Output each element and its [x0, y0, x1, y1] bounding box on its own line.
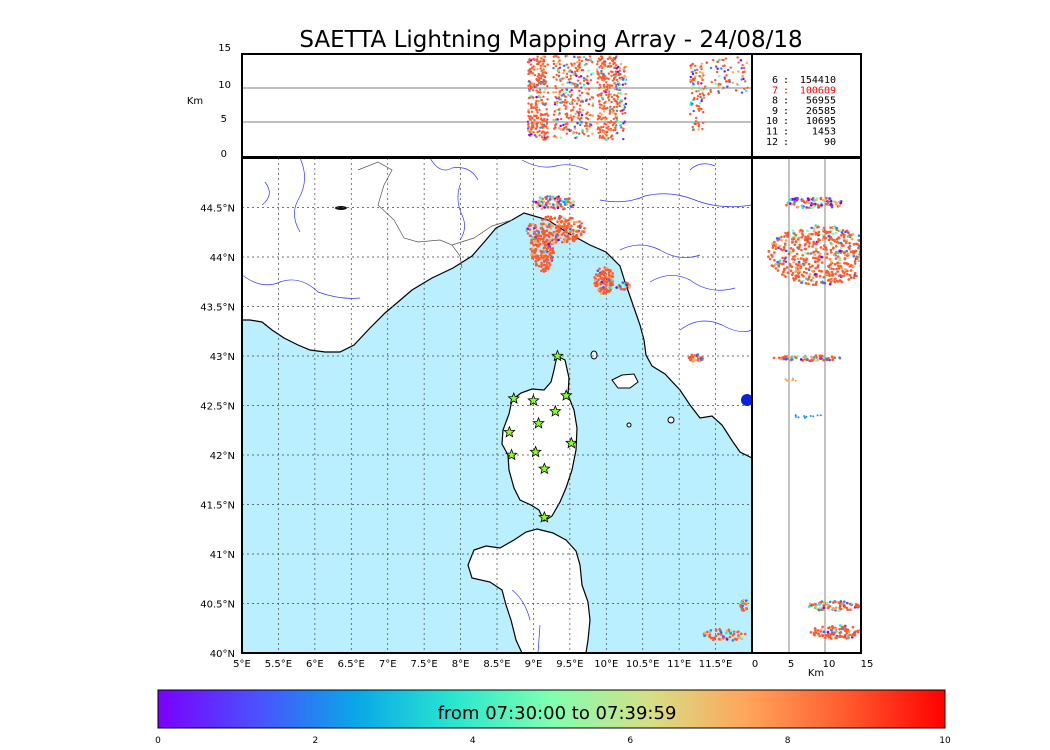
capraia-island: [590, 350, 598, 360]
station-marker: [549, 404, 562, 417]
stat-count: 26585: [806, 106, 836, 117]
stat-separator: :: [783, 96, 789, 107]
side-xtick: 0: [752, 659, 758, 670]
map-ytick: 41.5°N: [200, 501, 235, 512]
map-ytick: 43°N: [210, 352, 235, 363]
colorbar-tick: 0: [155, 736, 161, 746]
giglio-island: [667, 416, 675, 424]
map-sources: [525, 195, 749, 642]
map-ytick: 42.5°N: [200, 402, 235, 413]
station-marker: [505, 448, 518, 461]
stat-separator: :: [783, 106, 789, 117]
map-gridlines: [242, 158, 752, 653]
side-xtick: 5: [788, 659, 794, 670]
side-xtick: 10: [823, 659, 836, 670]
map-ytick: 44.5°N: [200, 204, 235, 215]
station-marker: [503, 425, 516, 438]
stat-count: 10695: [806, 116, 836, 127]
stat-separator: :: [783, 75, 789, 86]
stat-count: 100609: [800, 85, 836, 96]
colorbar-caption: from 07:30:00 to 07:39:59: [438, 703, 677, 724]
altitude-ylabel: Km: [187, 96, 203, 107]
map-xtick: 9.5°E: [556, 659, 583, 670]
map-ytick: 42°N: [210, 451, 235, 462]
altitude-panel: Km 15 10 5 0: [187, 43, 753, 160]
altitude-ytick: 0: [221, 149, 227, 160]
map-ytick: 41°N: [210, 550, 235, 561]
map-xtick: 5.5°E: [265, 659, 292, 670]
altitude-ytick: 15: [218, 43, 231, 54]
map-xtick: 7.5°E: [411, 659, 438, 670]
stat-level: 8: [772, 96, 778, 107]
colorbar-gradient: [157, 689, 946, 729]
elba-island: [611, 373, 639, 389]
stat-count: 154410: [800, 75, 836, 86]
map-xtick: 6.5°E: [338, 659, 365, 670]
stat-level: 9: [772, 106, 778, 117]
stat-level: 11: [766, 127, 778, 138]
station-marker: [538, 462, 551, 475]
stations: [503, 349, 578, 523]
altitude-ytick: 10: [218, 80, 231, 91]
stats-box: 6:1544107:1006098:569559:2658510:1069511…: [751, 53, 862, 158]
map-xtick: 10°E: [594, 659, 618, 670]
altitude-sources: [526, 54, 749, 141]
stat-level: 6: [772, 75, 778, 86]
map-xtick: 8°E: [452, 659, 470, 670]
station-marker: [527, 394, 540, 406]
side-xtick: 15: [861, 659, 874, 670]
stat-count: 56955: [806, 96, 836, 107]
station-marker: [507, 392, 521, 404]
lake-small: [335, 206, 347, 210]
borders: [357, 161, 513, 269]
side-xlabel: Km: [808, 668, 824, 679]
stat-level: 7: [772, 85, 778, 96]
rivers: [242, 158, 752, 653]
colorbar: from 07:30:00 to 07:39:59 0 2 4 6 8 10: [155, 689, 951, 746]
station-marker: [538, 510, 551, 523]
map-ytick: 44°N: [210, 253, 235, 264]
map-xtick: 11°E: [667, 659, 691, 670]
map-xtick: 10.5°E: [626, 659, 660, 670]
station-marker: [551, 349, 564, 362]
side-sources: [767, 196, 861, 640]
corsica: [501, 355, 578, 522]
map-xtick: 9°E: [525, 659, 543, 670]
stat-separator: :: [783, 116, 789, 127]
map-panel: 5°E 5.5°E 6°E 6.5°E 7°E 7.5°E 8°E 8.5°E 9°E 9.5°E…: [200, 157, 753, 670]
stat-separator: :: [783, 137, 789, 148]
montecristo-island: [626, 422, 632, 428]
station-marker: [532, 416, 545, 429]
station-marker: [559, 388, 573, 401]
stat-count: 1453: [812, 127, 836, 138]
map-ytick: 43.5°N: [200, 303, 235, 314]
colorbar-tick: 10: [939, 736, 951, 746]
stat-separator: :: [783, 127, 789, 138]
station-marker: [529, 445, 542, 458]
stat-count: 90: [824, 137, 836, 148]
map-xtick: 5°E: [233, 659, 251, 670]
sardinia: [467, 528, 591, 653]
stat-separator: :: [783, 85, 789, 96]
mainland: [242, 158, 752, 459]
colorbar-tick: 6: [627, 736, 633, 746]
stat-level: 10: [766, 116, 778, 127]
stat-level: 12: [766, 137, 778, 148]
colorbar-tick: 2: [313, 736, 319, 746]
map-xtick: 11.5°E: [699, 659, 733, 670]
map-xtick: 8.5°E: [483, 659, 510, 670]
colorbar-tick: 8: [785, 736, 791, 746]
altitude-ytick: 5: [221, 114, 227, 125]
colorbar-tick: 4: [470, 736, 476, 746]
side-panel: 0 5 10 15 Km: [751, 157, 874, 679]
map-ytick: 40.5°N: [200, 600, 235, 611]
lake: [741, 394, 752, 406]
station-marker: [565, 436, 578, 449]
figure-title: SAETTA Lightning Mapping Array - 24/08/1…: [299, 27, 802, 53]
map-ytick: 40°N: [210, 649, 235, 660]
map-xtick: 6°E: [306, 659, 324, 670]
map-xtick: 7°E: [379, 659, 397, 670]
